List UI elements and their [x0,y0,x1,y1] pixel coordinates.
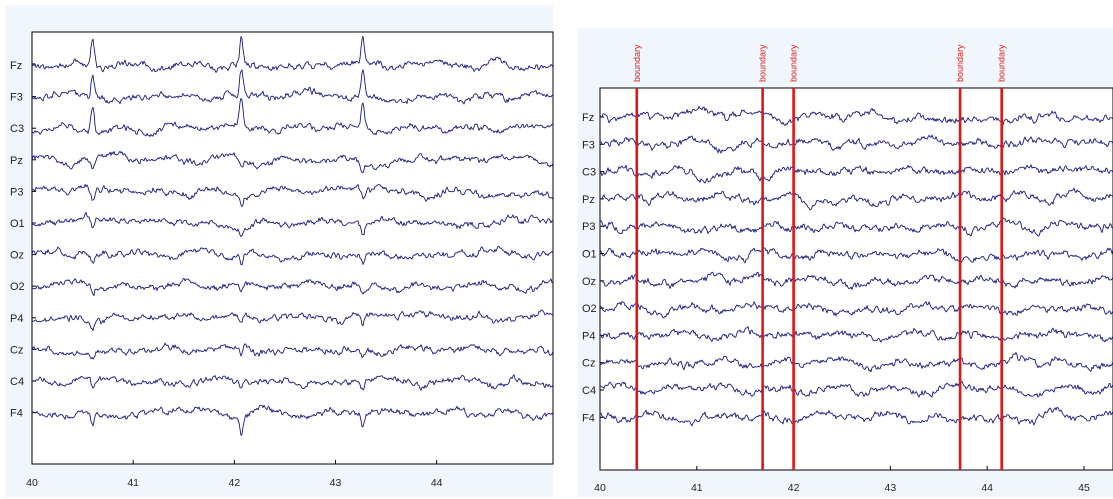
channel-label-f4: F4 [10,408,23,420]
eeg-trace-f3 [599,134,1113,154]
x-tick-label: 43 [330,477,342,489]
channel-label-c3: C3 [582,167,596,179]
x-tick-label: 40 [594,482,606,494]
channel-label-c4: C4 [10,376,24,388]
plot-frame [599,87,1113,471]
eeg-trace-p3 [599,217,1113,237]
boundary-label: boundary [997,44,1007,82]
eeg-trace-f4 [31,404,554,436]
x-tick-label: 40 [26,477,38,489]
x-tick-label: 42 [788,482,800,494]
x-tick-label: 41 [127,477,139,489]
channel-label-o2: O2 [582,303,597,315]
channel-label-c3: C3 [10,123,24,135]
eeg-trace-pz [31,150,554,174]
x-tick-label: 43 [885,482,897,494]
plot-frame [31,31,554,465]
x-tick-label: 42 [228,477,240,489]
eeg-trace-f4 [599,406,1113,427]
channel-label-o2: O2 [10,281,25,293]
eeg-trace-fz [31,35,554,73]
eeg-trace-f3 [31,69,554,105]
eeg-trace-oz [31,245,554,266]
boundary-label: boundary [632,44,642,82]
eeg-trace-o2 [31,277,553,296]
x-tick-label: 44 [981,482,993,494]
channel-label-f3: F3 [10,92,23,104]
channel-label-o1: O1 [582,249,597,261]
eeg-trace-o2 [599,301,1113,319]
eeg-trace-p3 [31,184,554,207]
eeg-plot-raw: 40 41 42 43 44 Fz F3 C3 Pz P3 O1 Oz O2 P4 Cz C4 F4 [10,31,554,489]
eeg-trace-c3 [599,164,1113,184]
boundary-label: boundary [758,44,768,82]
eeg-trace-o1 [31,211,553,238]
eeg-trace-p4 [599,326,1113,343]
channel-label-cz: Cz [582,358,595,370]
boundary-label: boundary [789,44,799,82]
eeg-trace-cz [599,352,1113,373]
channel-label-p3: P3 [10,186,23,198]
channel-label-oz: Oz [582,276,596,288]
channel-label-o1: O1 [10,218,25,230]
x-tick-label: 44 [431,477,443,489]
eeg-trace-c4 [31,374,554,391]
boundary-label: boundary [955,44,965,82]
channel-label-cz: Cz [10,344,23,356]
channel-label-pz: Pz [10,155,23,167]
channel-label-p3: P3 [582,221,595,233]
eeg-trace-p4 [31,309,554,331]
channel-label-pz: Pz [582,194,595,206]
eeg-trace-fz [599,106,1113,127]
channel-label-c4: C4 [582,385,596,397]
channel-label-p4: P4 [582,330,595,342]
eeg-trace-c4 [599,380,1113,398]
x-tick-label: 45 [1078,482,1090,494]
channel-label-p4: P4 [10,313,23,325]
eeg-trace-c3 [31,97,554,138]
eeg-trace-cz [31,342,554,360]
channel-label-fz: Fz [582,112,594,124]
channel-label-fz: Fz [10,60,22,72]
eeg-trace-oz [599,271,1113,290]
eeg-trace-o1 [599,247,1113,264]
eeg-trace-pz [599,187,1113,211]
channel-label-f4: F4 [582,412,595,424]
channel-label-f3: F3 [582,139,595,151]
x-tick-label: 41 [691,482,703,494]
channel-label-oz: Oz [10,250,24,262]
